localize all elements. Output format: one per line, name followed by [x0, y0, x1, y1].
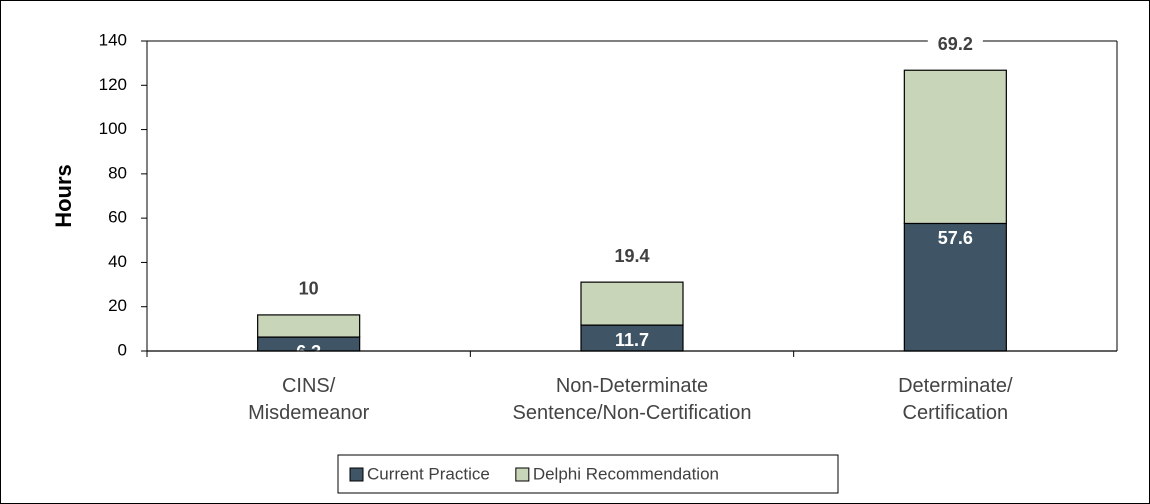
data-label: 57.6 — [938, 228, 973, 248]
data-label: 69.2 — [938, 34, 973, 54]
data-label: 19.4 — [614, 246, 649, 266]
y-tick-label: 40 — [108, 252, 127, 271]
y-tick-label: 100 — [99, 119, 127, 138]
legend-label: Current Practice — [367, 464, 490, 483]
y-tick-label: 140 — [99, 30, 127, 49]
y-tick-label: 20 — [108, 296, 127, 315]
x-tick-label-line: Determinate/ — [898, 375, 1013, 397]
y-axis-title: Hours — [51, 164, 76, 228]
x-tick-label-line: Misdemeanor — [248, 402, 370, 424]
x-tick-label-line: Sentence/Non-Certification — [512, 402, 751, 424]
x-tick-label-line: Non-Determinate — [556, 375, 708, 397]
data-label-bg — [288, 275, 329, 302]
legend-swatch — [515, 467, 530, 482]
data-label: 10 — [299, 279, 319, 299]
legend-box — [337, 454, 839, 494]
data-label-bg — [927, 30, 983, 57]
y-tick-label: 0 — [118, 340, 127, 359]
bar-segment — [903, 222, 1007, 352]
x-tick-label-line: CINS/ — [282, 375, 336, 397]
data-label-bg — [604, 242, 660, 269]
legend-swatch — [349, 467, 364, 482]
x-tick-label-line: Certification — [903, 402, 1009, 424]
legend-label: Delphi Recommendation — [533, 464, 719, 483]
y-tick-label: 80 — [108, 163, 127, 182]
bar-segment — [580, 281, 684, 326]
data-label: 11.7 — [615, 330, 649, 350]
bar-segment — [257, 314, 361, 338]
y-tick-label: 120 — [99, 75, 127, 94]
x-tick-label: Non-Determinate Sentence/Non-Certificatio… — [512, 375, 751, 424]
bar-segment — [903, 69, 1007, 225]
y-tick-label: 60 — [108, 208, 127, 227]
x-tick-label: Determinate/Certification — [898, 375, 1013, 424]
x-tick-label: CINS/Misdemeanor — [248, 375, 370, 424]
data-label: 6.3 — [296, 342, 321, 362]
